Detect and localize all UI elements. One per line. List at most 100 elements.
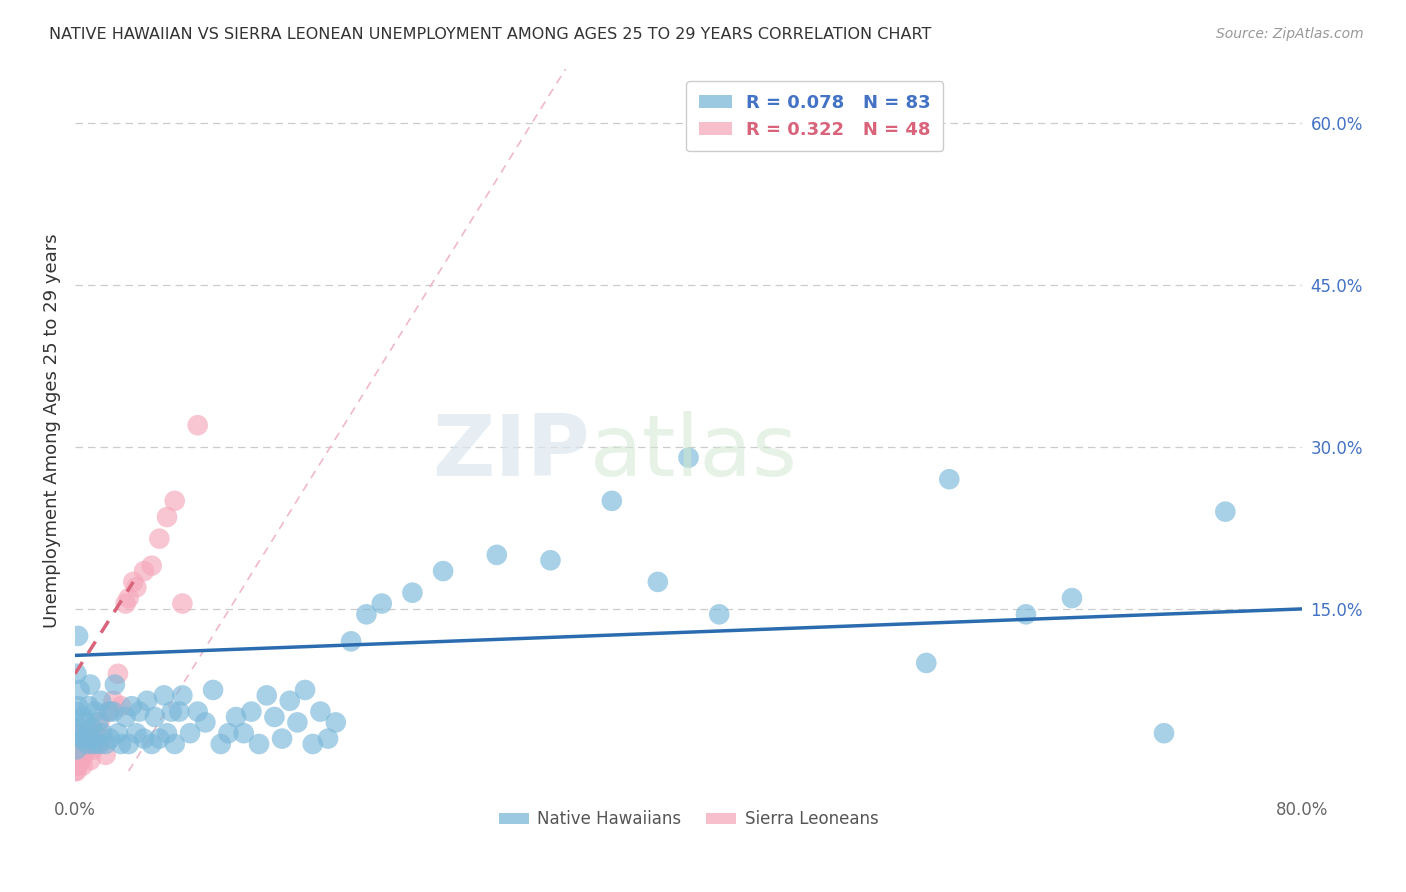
Point [217,726,239,740]
Point [77,731,100,746]
Point [67,737,90,751]
Point [67,758,90,772]
Point [91,731,114,746]
Point [432,564,454,578]
Point [485,548,508,562]
Point [169,705,191,719]
Point [65,742,87,756]
Point [89,737,111,751]
Point [107,666,129,681]
Y-axis label: Unemployment Among Ages 25 to 29 years: Unemployment Among Ages 25 to 29 years [44,234,60,628]
Point [114,597,136,611]
Text: ZIP: ZIP [433,411,591,494]
Point [94,747,117,762]
Point [371,597,394,611]
Legend: Native Hawaiians, Sierra Leoneans: Native Hawaiians, Sierra Leoneans [492,804,884,835]
Point [172,689,194,703]
Point [132,564,155,578]
Point [76,737,98,751]
Point [72,710,94,724]
Point [1153,726,1175,740]
Point [263,710,285,724]
Point [163,737,186,751]
Text: atlas: atlas [591,411,799,494]
Point [256,689,278,703]
Point [136,694,159,708]
Point [73,731,96,746]
Point [79,731,101,746]
Point [540,553,562,567]
Point [65,666,87,681]
Point [187,418,209,433]
Point [160,705,183,719]
Point [225,710,247,724]
Point [316,731,339,746]
Point [194,715,217,730]
Point [63,753,86,767]
Point [80,721,103,735]
Point [94,737,117,751]
Point [63,731,86,746]
Point [340,634,363,648]
Point [107,726,129,740]
Point [128,705,150,719]
Point [76,737,98,751]
Text: NATIVE HAWAIIAN VS SIERRA LEONEAN UNEMPLOYMENT AMONG AGES 25 TO 29 YEARS CORRELA: NATIVE HAWAIIAN VS SIERRA LEONEAN UNEMPL… [49,27,932,42]
Point [91,726,114,740]
Point [70,753,93,767]
Point [401,585,423,599]
Point [79,737,101,751]
Point [278,694,301,708]
Point [118,591,141,606]
Point [125,580,148,594]
Point [356,607,378,622]
Point [1015,607,1038,622]
Point [79,677,101,691]
Point [678,450,700,465]
Point [89,715,111,730]
Point [103,694,125,708]
Point [202,683,225,698]
Point [69,721,91,735]
Point [65,764,87,778]
Point [90,694,112,708]
Point [1060,591,1083,606]
Point [87,715,110,730]
Point [141,558,163,573]
Point [163,493,186,508]
Point [70,731,93,746]
Point [67,747,90,762]
Point [240,705,263,719]
Point [104,677,127,691]
Point [73,747,96,762]
Point [69,742,91,756]
Point [938,472,960,486]
Point [82,737,104,751]
Point [600,493,623,508]
Point [87,737,110,751]
Point [75,715,97,730]
Point [148,731,170,746]
Point [187,705,209,719]
Point [271,731,294,746]
Point [84,705,107,719]
Point [125,726,148,740]
Point [72,758,94,772]
Point [72,742,94,756]
Point [172,597,194,611]
Point [65,737,87,751]
Point [69,683,91,698]
Point [247,737,270,751]
Point [67,699,90,714]
Point [98,731,121,746]
Point [325,715,347,730]
Point [294,683,316,698]
Point [179,726,201,740]
Point [143,710,166,724]
Point [110,737,132,751]
Point [69,753,91,767]
Point [63,758,86,772]
Point [156,510,179,524]
Point [97,705,120,719]
Point [156,726,179,740]
